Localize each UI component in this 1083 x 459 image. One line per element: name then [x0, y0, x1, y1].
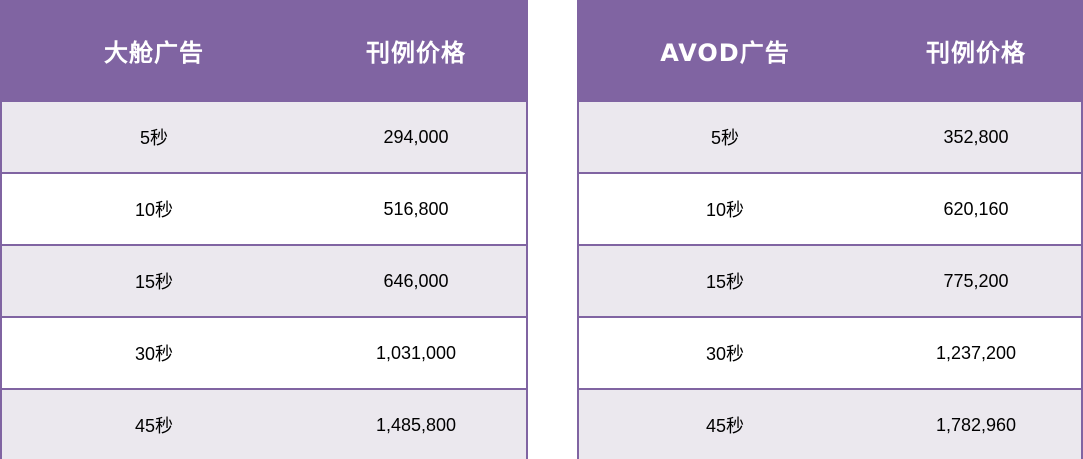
- table-row: 30秒 1,237,200: [579, 316, 1081, 388]
- price-cell: 516,800: [383, 198, 449, 219]
- column-header-ad-type: 大舱广告: [104, 38, 204, 67]
- table-row: 15秒 775,200: [579, 244, 1081, 316]
- column-header-price: 刊例价格: [926, 38, 1026, 67]
- table-row: 5秒 294,000: [2, 100, 526, 172]
- duration-cell: 45秒: [705, 416, 745, 436]
- table-row: 10秒 620,160: [579, 172, 1081, 244]
- duration-cell: 15秒: [705, 272, 745, 292]
- price-cell: 352,800: [943, 126, 1009, 147]
- price-cell: 646,000: [383, 270, 449, 291]
- duration-cell: 15秒: [134, 272, 174, 292]
- table-row: 15秒 646,000: [2, 244, 526, 316]
- duration-cell: 30秒: [134, 344, 174, 364]
- duration-cell: 30秒: [705, 344, 745, 364]
- price-cell: 1,485,800: [375, 414, 457, 435]
- cabin-ad-price-table: 大舱广告 刊例价格 5秒 294,000 10秒 516,800 15秒 646…: [0, 0, 528, 459]
- duration-cell: 10秒: [705, 200, 745, 220]
- duration-cell: 5秒: [710, 128, 739, 148]
- price-cell: 620,160: [943, 198, 1009, 219]
- price-cell: 775,200: [943, 270, 1009, 291]
- table-row: 45秒 1,782,960: [579, 388, 1081, 459]
- price-cell: 1,031,000: [375, 342, 457, 363]
- duration-cell: 5秒: [139, 128, 168, 148]
- table-row: 45秒 1,485,800: [2, 388, 526, 459]
- table-row: 10秒 516,800: [2, 172, 526, 244]
- table-row: 30秒 1,031,000: [2, 316, 526, 388]
- column-header-price: 刊例价格: [366, 38, 466, 67]
- duration-cell: 10秒: [134, 200, 174, 220]
- price-cell: 1,782,960: [935, 414, 1017, 435]
- price-cell: 1,237,200: [935, 342, 1017, 363]
- table-header: 大舱广告 刊例价格: [2, 0, 526, 100]
- table-header: AVOD广告 刊例价格: [579, 0, 1081, 100]
- table-row: 5秒 352,800: [579, 100, 1081, 172]
- price-cell: 294,000: [383, 126, 449, 147]
- avod-ad-price-table: AVOD广告 刊例价格 5秒 352,800 10秒 620,160 15秒 7…: [577, 0, 1083, 459]
- duration-cell: 45秒: [134, 416, 174, 436]
- column-header-ad-type: AVOD广告: [660, 38, 790, 67]
